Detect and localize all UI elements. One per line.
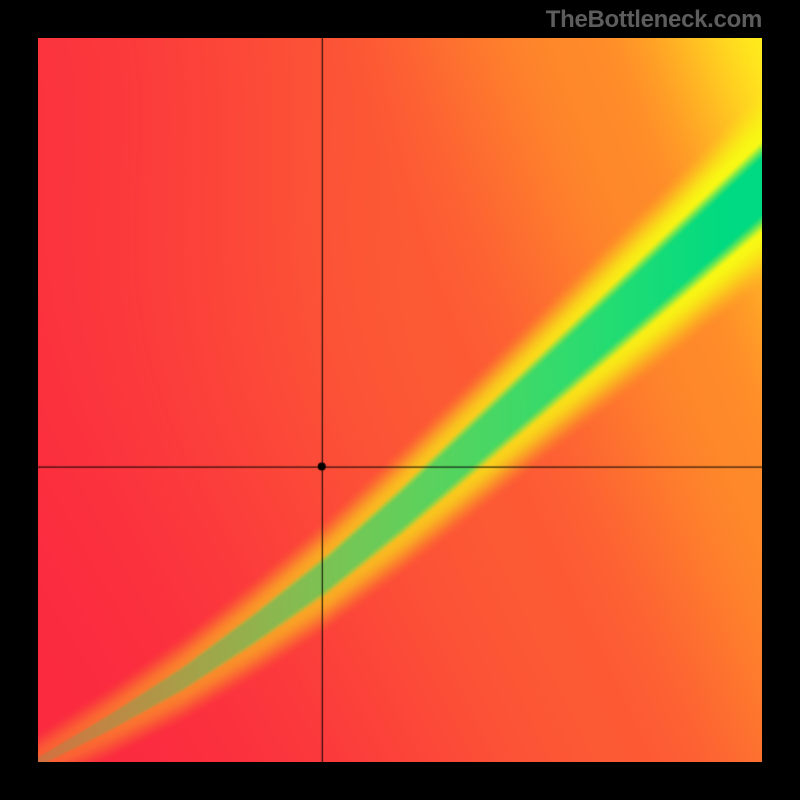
chart-container: TheBottleneck.com [0, 0, 800, 800]
watermark-text: TheBottleneck.com [546, 6, 762, 34]
heatmap-canvas [38, 38, 762, 762]
